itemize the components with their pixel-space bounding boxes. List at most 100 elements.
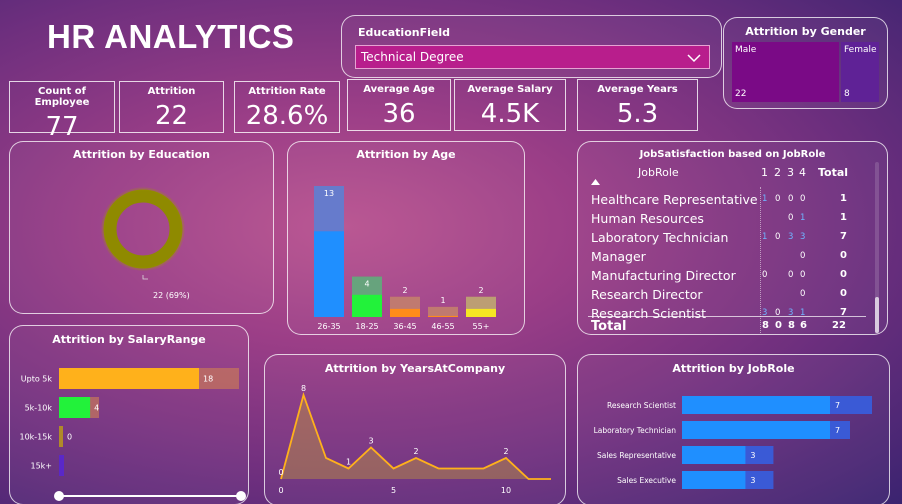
total-cell: 22 [832, 320, 846, 331]
salary-bar-10k-15k[interactable] [59, 426, 63, 447]
table-row[interactable]: Laboratory Technician 1 0 3 3 7 [578, 230, 868, 248]
age-bar-overlay [314, 186, 344, 232]
kpi-average-years: Average Years 5.3 [577, 79, 698, 131]
age-bar-overlay [428, 306, 458, 316]
male-value: 22 [735, 89, 747, 99]
row-jobrole: Healthcare Representative [591, 192, 758, 207]
kpi-value: 28.6% [245, 101, 329, 131]
salary-data-label: 4 [94, 404, 99, 413]
table-row[interactable]: Research Scientist 3 0 3 1 7 [578, 306, 868, 324]
years-tick-label: 5 [391, 486, 396, 495]
age-tick-label: 55+ [473, 322, 490, 331]
jobrole-bar-Laboratory Technician[interactable] [682, 421, 830, 439]
total-cell: 8 [762, 320, 769, 331]
total-row-label: Total [591, 319, 627, 334]
row-cell: 3 [788, 232, 794, 242]
age-bar-overlay [352, 276, 382, 295]
attrition-by-salaryrange-card: Attrition by SalaryRange Upto 5k 18 5k-10k… [9, 325, 249, 504]
row-cell: 0 [800, 289, 806, 299]
donut-ring[interactable] [103, 189, 183, 269]
row-total: 0 [840, 269, 847, 280]
female-tile[interactable]: Female 8 [841, 42, 879, 102]
years-area-chart: 0 8 1 3 2 2 0 5 10 [278, 384, 551, 495]
age-tick-label: 18-25 [355, 322, 378, 331]
col-header-4[interactable]: 4 [799, 166, 806, 179]
jobrole-bar-Sales Executive[interactable] [682, 471, 746, 489]
attrition-by-jobrole-card: Attrition by JobRole Research Scientist 7… [577, 354, 890, 504]
card-title: Attrition by SalaryRange [52, 333, 206, 346]
range-slider-min-handle[interactable] [54, 491, 64, 501]
table-row[interactable]: Healthcare Representative 1 0 0 0 1 [578, 192, 868, 210]
jobrole-bar-Sales Representative[interactable] [682, 446, 746, 464]
years-area[interactable] [281, 395, 551, 479]
salary-bar-15k+[interactable] [59, 455, 64, 476]
jobrole-tick-label: Laboratory Technician [594, 426, 677, 435]
jobrole-bar-Research Scientist[interactable] [682, 396, 830, 414]
salary-bar-chart: Upto 5k 18 5k-10k 4 10k-15k 0 15k+ [19, 368, 239, 476]
row-jobrole: Laboratory Technician [591, 230, 729, 245]
range-slider-track[interactable] [59, 495, 242, 497]
attrition-by-education-card: Attrition by Education 22 (69%) [9, 141, 274, 314]
salary-bar-Upto 5k[interactable] [59, 368, 199, 389]
kpi-value: 36 [382, 99, 416, 129]
chevron-down-icon [687, 54, 701, 63]
row-cell: 0 [788, 194, 794, 204]
row-cell: 1 [762, 194, 768, 204]
row-cell: 3 [788, 308, 794, 318]
col-header-1[interactable]: 1 [761, 166, 768, 179]
col-header-jobrole[interactable]: JobRole [638, 166, 679, 179]
col-header-total[interactable]: Total [818, 166, 849, 179]
male-label: Male [735, 45, 757, 55]
years-data-label: 2 [413, 447, 418, 456]
kpi-label: Count of Employee [34, 86, 90, 108]
col-header-3[interactable]: 3 [787, 166, 794, 179]
row-cell: 0 [800, 194, 806, 204]
jobrole-data-label: 7 [835, 401, 840, 410]
card-title: Attrition by Education [73, 148, 210, 161]
jobrole-bar-chart: Research Scientist 7 Laboratory Technician… [594, 396, 872, 489]
row-cell: 0 [775, 308, 781, 318]
donut-glow [101, 187, 185, 271]
col-header-2[interactable]: 2 [774, 166, 781, 179]
scrollbar-thumb[interactable] [875, 297, 879, 333]
card-title: Attrition by YearsAtCompany [324, 362, 506, 375]
total-cell: 0 [775, 320, 782, 331]
sort-ascending-icon[interactable] [591, 179, 600, 185]
card-title: JobSatisfaction based on JobRole [639, 149, 826, 160]
salary-data-label: 0 [67, 433, 72, 442]
row-cell: 0 [788, 270, 794, 280]
salary-tick-label: 15k+ [30, 462, 52, 471]
total-cell: 6 [800, 320, 807, 331]
education-data-label: 22 (69%) [153, 291, 190, 300]
table-row[interactable]: Human Resources 0 1 1 [578, 211, 868, 229]
row-total: 7 [840, 231, 847, 242]
education-field-dropdown[interactable]: Technical Degree [355, 45, 710, 69]
table-divider [760, 187, 761, 333]
salary-tick-label: 10k-15k [19, 433, 52, 442]
page-title: HR ANALYTICS [47, 18, 295, 55]
age-tick-label: 36-45 [393, 322, 416, 331]
kpi-average-age: Average Age 36 [347, 79, 451, 131]
table-row[interactable]: Research Director 0 0 [578, 287, 868, 305]
salary-tick-label: 5k-10k [25, 404, 53, 413]
kpi-value: 5.3 [616, 99, 659, 129]
row-cell: 1 [800, 308, 806, 318]
row-cell: 3 [800, 232, 806, 242]
age-bar-overlay [390, 296, 420, 309]
kpi-average-salary: Average Salary 4.5K [454, 79, 566, 131]
table-row[interactable]: Manufacturing Director 0 0 0 0 [578, 268, 868, 286]
male-tile[interactable]: Male 22 [732, 42, 839, 102]
jobrole-data-label: 3 [750, 476, 755, 485]
age-data-label: 2 [478, 286, 483, 295]
age-tick-label: 46-55 [431, 322, 454, 331]
age-data-label: 1 [440, 296, 445, 305]
row-cell: 0 [788, 213, 794, 223]
vertical-scrollbar[interactable] [875, 162, 879, 334]
years-tick-label: 0 [278, 486, 283, 495]
years-tick-label: 10 [501, 486, 511, 495]
salary-bar-5k-10k[interactable] [59, 397, 91, 418]
education-donut-chart[interactable] [10, 142, 275, 315]
range-slider-max-handle[interactable] [236, 491, 246, 501]
row-cell: 1 [800, 213, 806, 223]
table-row[interactable]: Manager 0 0 [578, 249, 868, 267]
